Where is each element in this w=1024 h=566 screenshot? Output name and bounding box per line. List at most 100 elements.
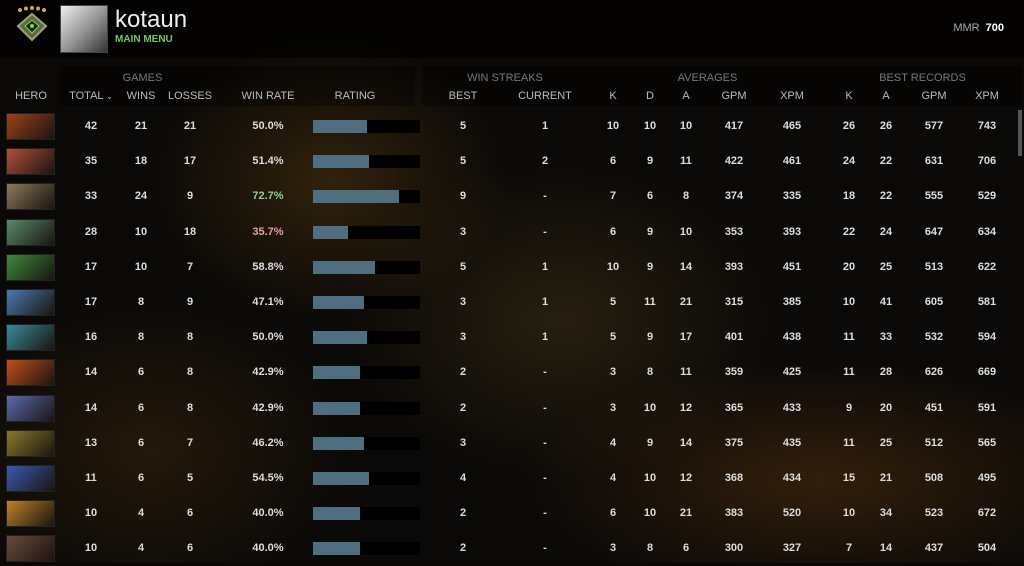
hero-portrait[interactable]	[6, 218, 55, 246]
cell-ba: 33	[879, 331, 893, 344]
cell-best: 3	[459, 331, 467, 344]
col-label: WIN RATE	[241, 90, 295, 102]
col-label: XPM	[780, 90, 804, 102]
cell-a: 8	[682, 190, 690, 203]
cell-wins: 18	[134, 155, 148, 168]
cell-d: 6	[646, 190, 654, 203]
col-total[interactable]: TOTAL ⌄	[56, 90, 126, 102]
hero-portrait[interactable]	[6, 359, 55, 387]
hero-portrait[interactable]	[6, 324, 55, 352]
col-ba[interactable]: A	[851, 90, 921, 102]
cell-ba: 14	[879, 542, 893, 555]
cell-a: 14	[679, 260, 693, 273]
cell-bgpm: 523	[924, 507, 944, 520]
cell-best: 5	[459, 260, 467, 273]
rating-bar-fill	[313, 472, 369, 485]
cell-bk: 26	[842, 120, 856, 132]
table-row[interactable]: 35 18 17 51.4% 5 2 6 9 11 422 461 24 22 631 706	[0, 144, 1015, 179]
cell-wins: 8	[137, 331, 145, 344]
col-rating[interactable]: RATING	[320, 90, 390, 102]
table-row[interactable]: 14 6 8 42.9% 2 - 3 10 12 365 433 9 20 451 591	[0, 391, 1015, 426]
table-row[interactable]: 11 6 5 54.5% 4 - 4 10 12 368 434 15 21 508 495	[0, 461, 1015, 496]
cell-gpm: 375	[724, 436, 744, 449]
col-bk[interactable]: K	[814, 90, 884, 102]
avatar[interactable]	[60, 5, 108, 53]
cell-d: 9	[646, 331, 654, 344]
cell-xpm: 451	[782, 260, 802, 273]
group-best-records: BEST RECORDS	[879, 72, 966, 84]
hero-portrait[interactable]	[6, 535, 55, 563]
rating-bar-fill	[313, 120, 367, 133]
table-row[interactable]: 14 6 8 42.9% 2 - 3 8 11 359 425 11 28 626 669	[0, 355, 1015, 390]
mmr-display: MMR 700	[953, 22, 1004, 34]
cell-ba: 41	[879, 296, 893, 308]
cell-current: 1	[541, 331, 549, 344]
col-a[interactable]: A	[651, 90, 721, 102]
hero-portrait[interactable]	[6, 183, 55, 211]
cell-bk: 20	[842, 260, 856, 273]
cell-total: 10	[84, 542, 98, 555]
table-row[interactable]: 28 10 18 35.7% 3 - 6 9 10 353 393 22 24 647 634	[0, 215, 1015, 250]
cell-wins: 24	[134, 190, 148, 203]
col-losses[interactable]: LOSSES	[155, 90, 225, 102]
cell-bxpm: 495	[977, 472, 997, 484]
hero-portrait[interactable]	[6, 394, 55, 422]
cell-d: 9	[646, 260, 654, 273]
cell-win-rate: 72.7%	[252, 190, 284, 203]
cell-bgpm: 626	[924, 366, 944, 379]
table-row[interactable]: 17 10 7 58.8% 5 1 10 9 14 393 451 20 25 513 622	[0, 250, 1015, 285]
cell-d: 10	[643, 120, 657, 132]
main-menu-link[interactable]: MAIN MENU	[115, 34, 173, 45]
table-row[interactable]: 33 24 9 72.7% 9 - 7 6 8 374 335 18 22 555 529	[0, 179, 1015, 214]
scrollbar[interactable]	[1018, 110, 1022, 156]
col-hero[interactable]: HERO	[15, 90, 47, 102]
cell-best: 2	[459, 542, 467, 555]
table-row[interactable]: 42 21 21 50.0% 5 1 10 10 10 417 465 26 26 577 743	[0, 109, 1015, 144]
hero-portrait[interactable]	[6, 113, 55, 140]
col-k[interactable]: K	[578, 90, 648, 102]
hero-portrait[interactable]	[6, 500, 55, 528]
cell-a: 14	[679, 436, 693, 449]
col-bxpm[interactable]: XPM	[952, 90, 1022, 102]
cell-total: 42	[84, 120, 98, 132]
cell-k: 10	[606, 120, 620, 132]
hero-portrait[interactable]	[6, 148, 55, 176]
cell-bgpm: 631	[924, 155, 944, 168]
cell-bk: 24	[842, 155, 856, 168]
cell-gpm: 353	[724, 225, 744, 238]
table-row[interactable]: 17 8 9 47.1% 3 1 5 11 21 315 385 10 41 605 581	[0, 285, 1015, 320]
hero-portrait[interactable]	[6, 429, 55, 457]
hero-portrait[interactable]	[6, 465, 55, 492]
hero-portrait[interactable]	[6, 253, 55, 281]
col-win-rate[interactable]: WIN RATE	[233, 90, 303, 102]
table-row[interactable]: 13 6 7 46.2% 3 - 4 9 14 375 435 11 25 512 565	[0, 426, 1015, 461]
cell-wins: 6	[137, 401, 145, 414]
col-gpm[interactable]: GPM	[699, 90, 769, 102]
table-row[interactable]: 10 4 6 40.0% 2 - 3 8 6 300 327 7 14 437 504	[0, 531, 1015, 566]
col-bgpm[interactable]: GPM	[899, 90, 969, 102]
cell-d: 9	[646, 155, 654, 168]
col-label: A	[682, 90, 690, 102]
col-current[interactable]: CURRENT	[510, 90, 580, 102]
cell-bgpm: 577	[924, 120, 944, 132]
col-best[interactable]: BEST	[428, 90, 498, 102]
cell-bk: 22	[842, 225, 856, 238]
hero-portrait[interactable]	[6, 289, 55, 316]
cell-losses: 7	[186, 260, 194, 273]
cell-gpm: 393	[724, 260, 744, 273]
table-row[interactable]: 10 4 6 40.0% 2 - 6 10 21 383 520 10 34 523 672	[0, 496, 1015, 531]
col-xpm[interactable]: XPM	[757, 90, 827, 102]
col-wins[interactable]: WINS	[106, 90, 176, 102]
cell-best: 9	[459, 190, 467, 203]
cell-a: 21	[679, 296, 693, 308]
cell-total: 35	[84, 155, 98, 168]
table-row[interactable]: 16 8 8 50.0% 3 1 5 9 17 401 438 11 33 532 594	[0, 320, 1015, 355]
games-header-bg	[60, 66, 415, 106]
cell-current: 1	[541, 120, 549, 132]
cell-current: -	[543, 366, 547, 379]
cell-bgpm: 605	[924, 296, 944, 308]
col-d[interactable]: D	[615, 90, 685, 102]
cell-a: 12	[679, 472, 693, 484]
cell-total: 16	[84, 331, 98, 344]
cell-d: 10	[643, 507, 657, 520]
